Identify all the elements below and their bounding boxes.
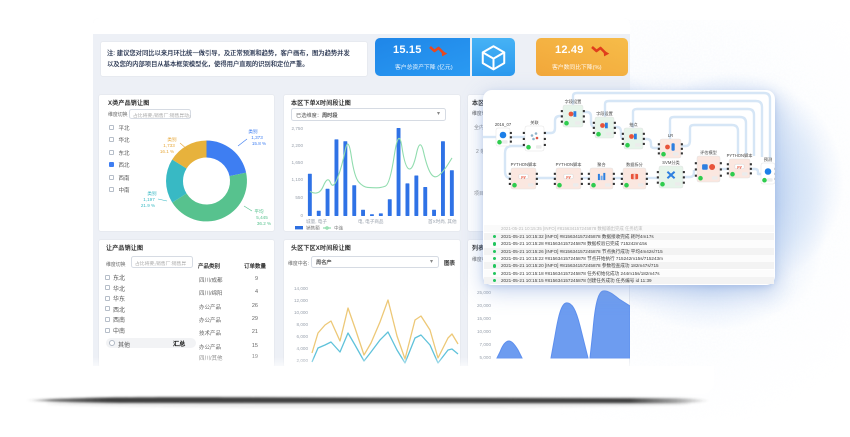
svg-text:7,000: 7,000	[480, 342, 492, 347]
svg-text:4,000: 4,000	[297, 346, 309, 351]
svg-text:2,200: 2,200	[292, 143, 304, 148]
svg-text:16.1 %: 16.1 %	[160, 149, 174, 154]
svg-text:字段设置: 字段设置	[596, 110, 613, 117]
svg-text:聚合: 聚合	[597, 161, 606, 168]
svg-text:25,000: 25,000	[477, 290, 491, 295]
svg-text:10,000: 10,000	[294, 310, 308, 315]
svg-text:0: 0	[300, 213, 303, 218]
svg-text:数据拆分: 数据拆分	[626, 161, 644, 168]
svg-text:12,000: 12,000	[294, 298, 308, 303]
svg-text:1,373: 1,373	[251, 135, 263, 140]
svg-text:类别: 类别	[147, 190, 157, 197]
svg-text:10,000: 10,000	[477, 329, 491, 334]
svg-text:15.8 %: 15.8 %	[252, 141, 266, 146]
svg-text:py: py	[521, 175, 526, 179]
svg-text:20,000: 20,000	[477, 303, 491, 308]
svg-text:8,000: 8,000	[297, 322, 309, 327]
svg-text:21.9 %: 21.9 %	[141, 203, 155, 208]
svg-text:PYTHON脚本: PYTHON脚本	[556, 161, 583, 168]
svg-text:评估模型: 评估模型	[700, 149, 717, 156]
svg-text:5,445: 5,445	[256, 215, 268, 220]
svg-text:电, 电子商品: 电, 电子商品	[358, 218, 384, 225]
svg-text:类别: 类别	[248, 128, 258, 135]
svg-text:py: py	[737, 165, 742, 169]
svg-text:中连: 中连	[334, 225, 344, 232]
svg-text:关联: 关联	[530, 119, 539, 126]
svg-text:类别: 类别	[167, 136, 177, 143]
svg-text:6,000: 6,000	[297, 334, 309, 339]
svg-text:1,197: 1,197	[143, 197, 155, 202]
svg-text:PYTHON脚本: PYTHON脚本	[511, 161, 538, 168]
svg-text:LR: LR	[668, 133, 673, 138]
svg-text:py: py	[566, 175, 571, 179]
svg-text:1,650: 1,650	[292, 160, 304, 165]
svg-text:550: 550	[295, 195, 303, 200]
svg-text:PYTHON脚本: PYTHON脚本	[727, 152, 754, 159]
svg-text:字段设置: 字段设置	[565, 98, 582, 105]
svg-text:首X时尚, 其他: 首X时尚, 其他	[428, 218, 457, 225]
svg-text:1,733: 1,733	[163, 143, 175, 148]
svg-text:2016_07: 2016_07	[495, 122, 512, 127]
svg-text:36.2 %: 36.2 %	[257, 221, 271, 226]
svg-text:预测: 预测	[764, 156, 772, 163]
svg-text:SVM分类: SVM分类	[662, 159, 680, 166]
svg-text:1,100: 1,100	[292, 177, 304, 182]
svg-text:平均: 平均	[254, 208, 264, 215]
svg-text:抽点: 抽点	[629, 121, 637, 128]
svg-text:2,750: 2,750	[292, 126, 304, 131]
svg-text:销售额: 销售额	[306, 225, 320, 232]
svg-text:城量, 电子: 城量, 电子	[306, 218, 327, 225]
svg-text:15,000: 15,000	[477, 316, 491, 321]
svg-text:14,000: 14,000	[294, 286, 308, 291]
